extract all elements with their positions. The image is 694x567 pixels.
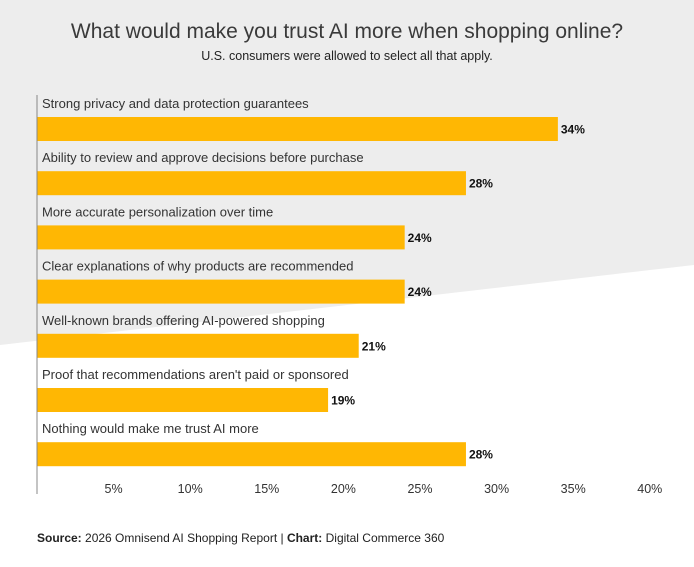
- value-label: 24%: [408, 285, 432, 299]
- x-tick-label: 40%: [637, 482, 662, 496]
- x-tick-label: 30%: [484, 482, 509, 496]
- chart-credit-text: Digital Commerce 360: [322, 531, 445, 545]
- value-label: 19%: [331, 394, 355, 408]
- x-tick-label: 5%: [105, 482, 123, 496]
- x-axis-ticks: 5% 10% 15% 20% 25% 30% 35% 40%: [105, 482, 663, 496]
- category-label: Ability to review and approve decisions …: [42, 150, 364, 165]
- x-tick-label: 20%: [331, 482, 356, 496]
- chart-credit-label: Chart:: [286, 531, 323, 545]
- source-text: 2026 Omnisend AI Shopping Report |: [81, 531, 287, 545]
- value-label: 28%: [469, 448, 493, 462]
- x-tick-label: 25%: [407, 482, 432, 496]
- category-label: Strong privacy and data protection guara…: [42, 96, 309, 111]
- bar: [37, 171, 466, 196]
- source-note: Source: 2026 Omnisend AI Shopping Report…: [37, 531, 444, 545]
- category-label: Clear explanations of why products are r…: [42, 259, 353, 274]
- bar: [37, 279, 405, 304]
- chart-subtitle: U.S. consumers were allowed to select al…: [201, 49, 493, 63]
- category-label: More accurate personalization over time: [42, 204, 273, 219]
- value-label: 24%: [408, 231, 432, 245]
- x-tick-label: 10%: [178, 482, 203, 496]
- category-label: Proof that recommendations aren't paid o…: [42, 367, 349, 382]
- x-tick-label: 15%: [254, 482, 279, 496]
- value-label: 21%: [362, 339, 386, 353]
- value-label: 34%: [561, 123, 585, 137]
- bar: [37, 225, 405, 250]
- x-tick-label: 35%: [561, 482, 586, 496]
- source-label: Source:: [37, 531, 82, 545]
- bars-layer: Strong privacy and data protection guara…: [37, 96, 585, 467]
- bar: [37, 117, 558, 141]
- chart-title: What would make you trust AI more when s…: [70, 20, 624, 43]
- bar: [37, 388, 329, 412]
- value-label: 28%: [469, 177, 493, 191]
- bar: [37, 442, 466, 467]
- bar: [37, 333, 359, 358]
- category-label: Nothing would make me trust AI more: [42, 421, 259, 436]
- category-label: Well-known brands offering AI-powered sh…: [42, 313, 325, 328]
